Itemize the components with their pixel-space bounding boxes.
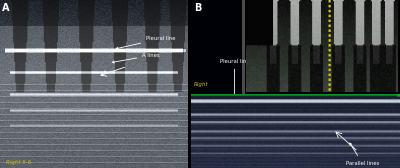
Text: Right 5-6: Right 5-6 (6, 160, 31, 165)
Text: Pleural line: Pleural line (116, 36, 176, 49)
Text: A lines: A lines (112, 53, 160, 63)
Text: Right: Right (194, 81, 208, 87)
Text: Pleural line: Pleural line (220, 59, 249, 114)
Text: B: B (194, 3, 201, 13)
Text: Parallel lines: Parallel lines (346, 143, 379, 166)
Text: A: A (2, 3, 9, 13)
